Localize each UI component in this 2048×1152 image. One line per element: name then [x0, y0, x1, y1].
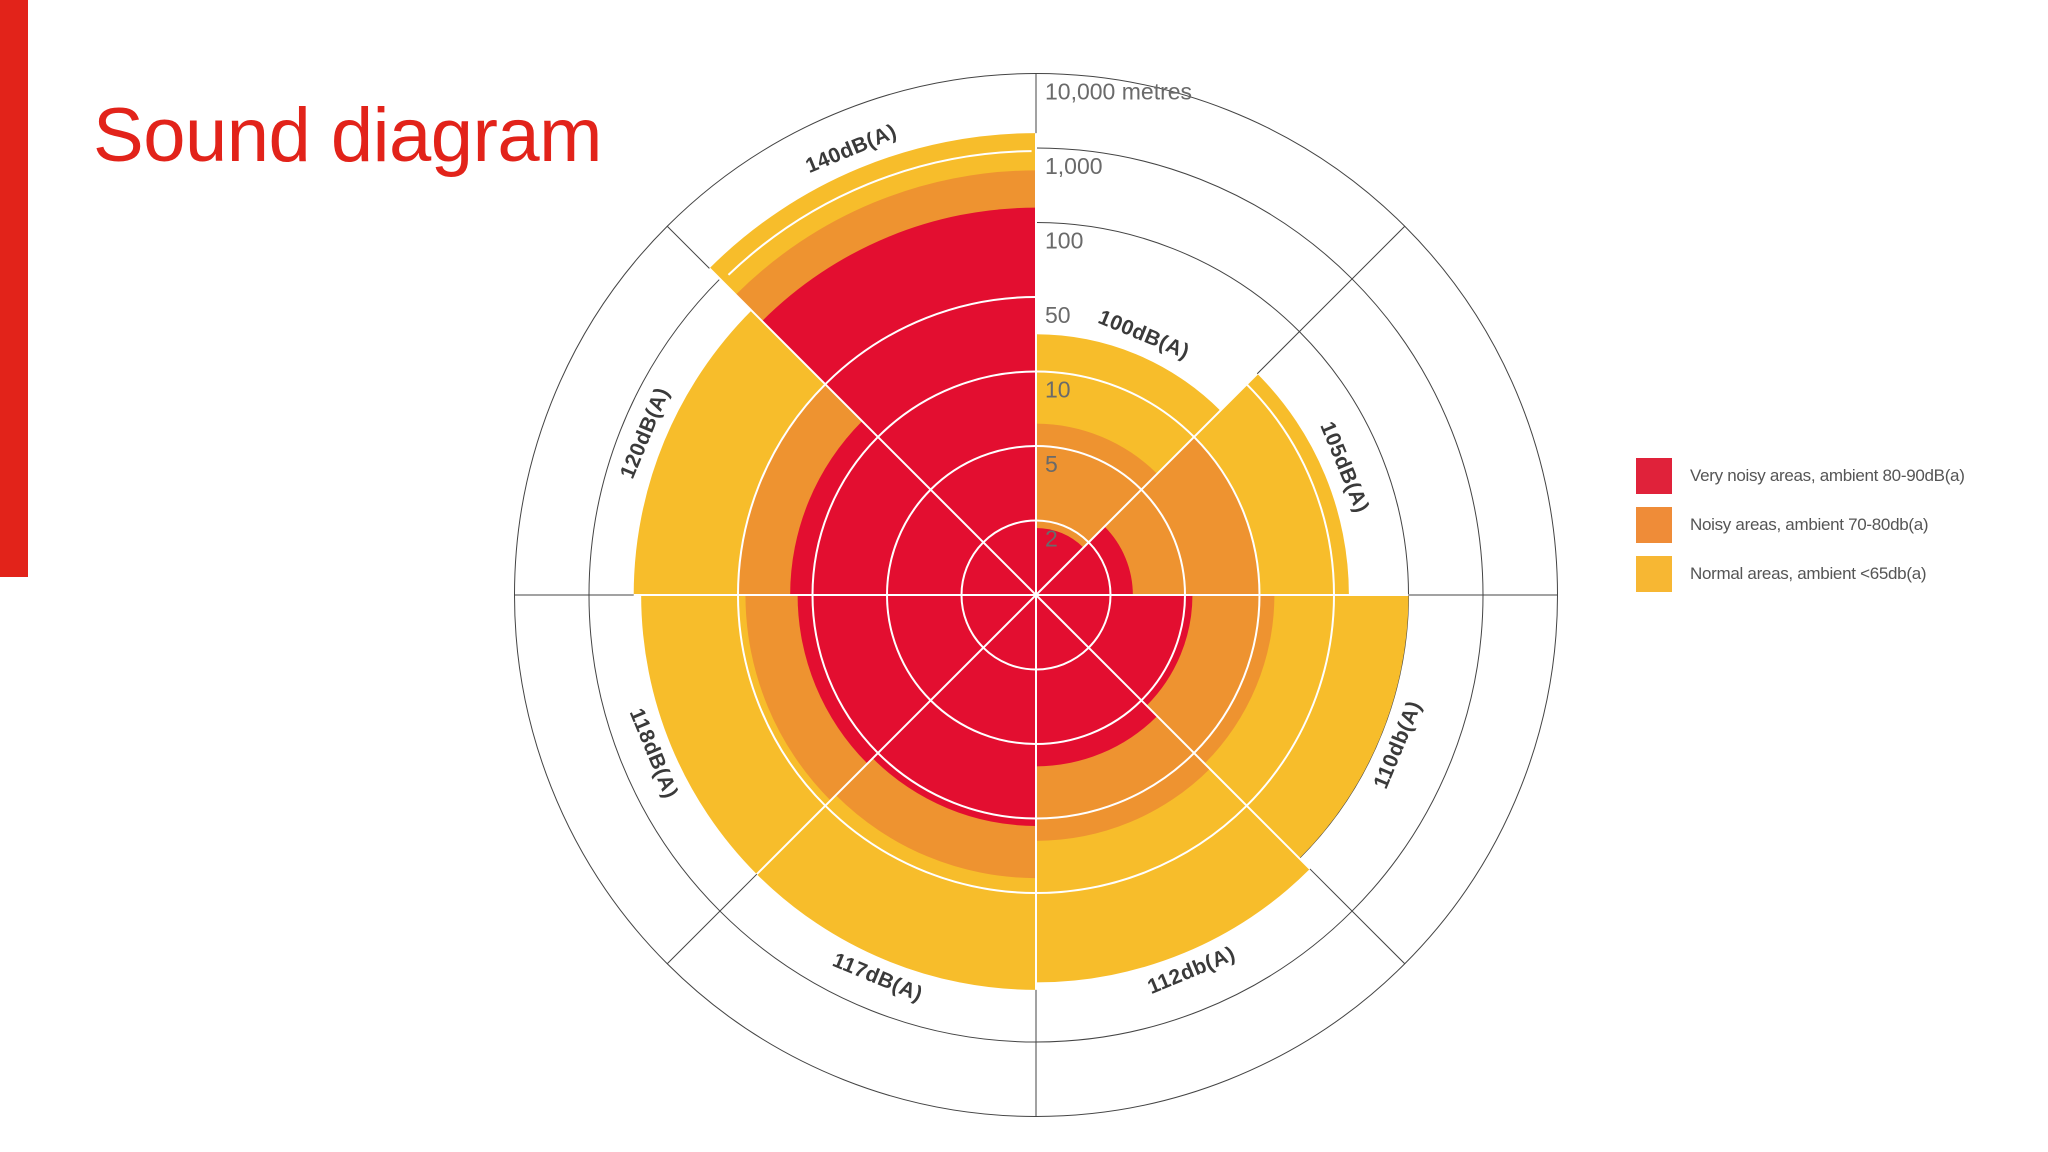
legend-item-noisy: Noisy areas, ambient 70-80db(a): [1636, 507, 1965, 543]
legend-label-very-noisy: Very noisy areas, ambient 80-90dB(a): [1690, 466, 1965, 485]
white-divider-2: [1035, 373, 1258, 596]
ring-label-6: 1,000: [1045, 153, 1103, 179]
legend-item-normal: Normal areas, ambient <65db(a): [1636, 556, 1965, 592]
inner-ring-4: [737, 296, 1335, 894]
inner-ring-3: [811, 370, 1261, 820]
inner-ring-1: [960, 519, 1112, 671]
inner-ring-2: [886, 445, 1186, 745]
legend-label-normal: Normal areas, ambient <65db(a): [1690, 564, 1927, 583]
white-divider-8: [708, 267, 1037, 596]
ring-label-7: 10,000 metres: [1045, 79, 1192, 105]
ring-label-4: 50: [1045, 302, 1071, 328]
wedge-very-noisy-6: [797, 595, 1036, 764]
ring-label-2: 5: [1045, 451, 1058, 477]
ring-label-3: 10: [1045, 377, 1071, 403]
wedge-very-noisy-4: [1036, 595, 1158, 767]
separator-arc-140: [727, 150, 1032, 276]
white-divider-6: [756, 594, 1037, 875]
legend-swatch-noisy: [1636, 507, 1672, 543]
wedge-very-noisy-5: [872, 595, 1036, 826]
grey-divider-6: [666, 873, 758, 965]
legend: Very noisy areas, ambient 80-90dB(a) Noi…: [1636, 458, 1965, 605]
ring-label-5: 100: [1045, 228, 1083, 254]
legend-swatch-very-noisy: [1636, 458, 1672, 494]
legend-label-noisy: Noisy areas, ambient 70-80db(a): [1690, 515, 1929, 534]
grey-divider-4: [1309, 868, 1406, 965]
grey-divider-8: [666, 225, 710, 269]
ring-label-1: 2: [1045, 526, 1058, 552]
grey-divider-2: [1256, 225, 1406, 375]
accent-bar: [0, 0, 28, 577]
page-title: Sound diagram: [93, 93, 602, 178]
wedge-very-noisy-1: [1036, 527, 1084, 595]
legend-item-very-noisy: Very noisy areas, ambient 80-90dB(a): [1636, 458, 1965, 494]
wedge-very-noisy-3: [1036, 595, 1193, 706]
legend-swatch-normal: [1636, 556, 1672, 592]
white-divider-4: [1035, 594, 1311, 870]
